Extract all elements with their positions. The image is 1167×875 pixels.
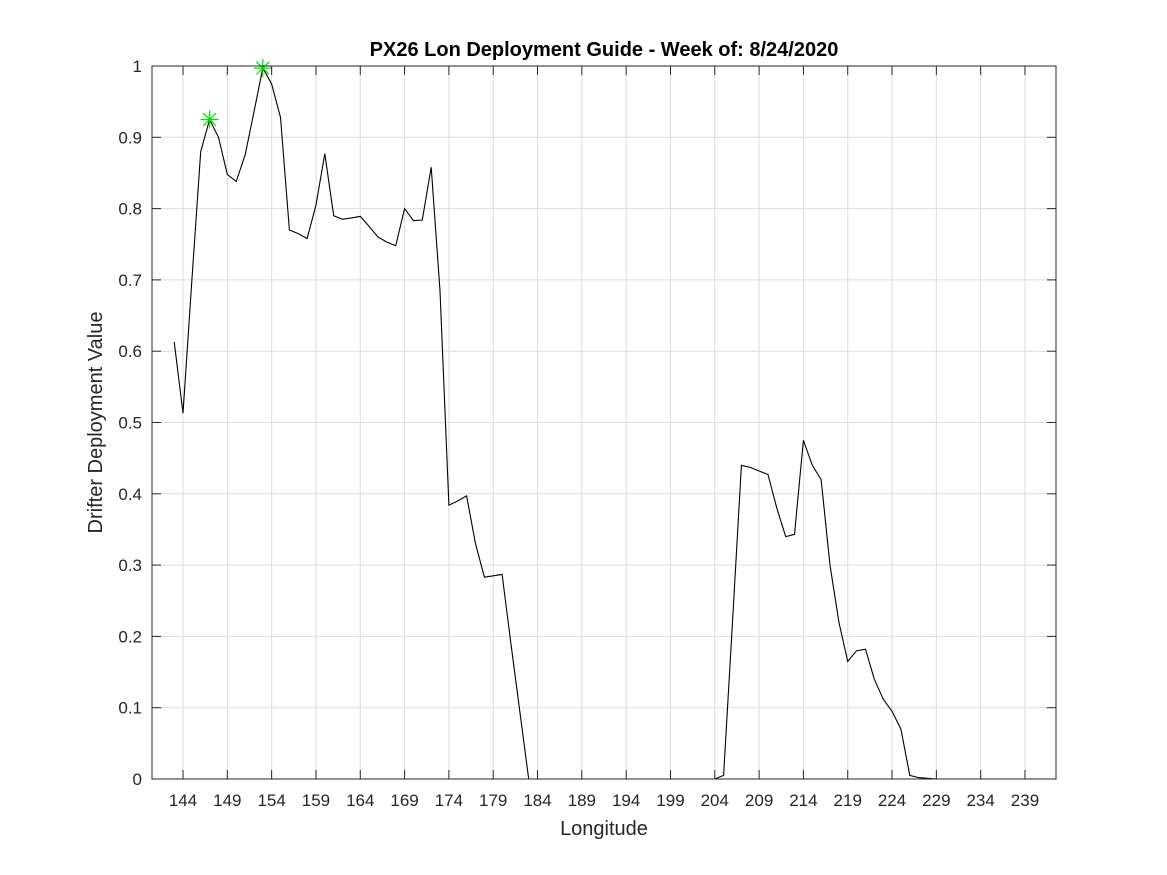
x-tick-label: 154 xyxy=(257,791,285,810)
x-tick-label: 189 xyxy=(568,791,596,810)
chart-title: PX26 Lon Deployment Guide - Week of: 8/2… xyxy=(370,39,839,61)
y-tick-label: 0.8 xyxy=(118,200,142,219)
x-tick-label: 179 xyxy=(479,791,507,810)
peak-marker xyxy=(253,59,272,78)
x-tick-label: 224 xyxy=(878,791,906,810)
x-tick-label: 209 xyxy=(745,791,773,810)
x-tick-label: 164 xyxy=(346,791,374,810)
x-tick-label: 144 xyxy=(169,791,197,810)
y-tick-label: 1 xyxy=(133,57,142,76)
y-tick-label: 0.2 xyxy=(118,627,142,646)
y-tick-label: 0.4 xyxy=(118,485,142,504)
grid-lines xyxy=(152,65,1056,780)
x-tick-label: 234 xyxy=(966,791,994,810)
y-tick-label: 0.9 xyxy=(118,128,142,147)
y-tick-label: 0 xyxy=(133,770,142,789)
y-tick-label: 0.6 xyxy=(118,342,142,361)
x-tick-label: 239 xyxy=(1011,791,1039,810)
series-line xyxy=(173,66,1008,780)
x-tick-label: 199 xyxy=(656,791,684,810)
x-axis-ticks: 144 149 154 159 164 169 174 179 184 189 194 199 204 2… xyxy=(169,66,1039,810)
x-tick-label: 204 xyxy=(701,791,729,810)
x-tick-label: 194 xyxy=(612,791,640,810)
x-tick-label: 229 xyxy=(922,791,950,810)
peak-marker xyxy=(200,110,219,129)
y-tick-label: 0.7 xyxy=(118,271,142,290)
peak-markers xyxy=(200,59,272,129)
x-tick-label: 214 xyxy=(789,791,817,810)
y-tick-label: 0.5 xyxy=(118,414,142,433)
x-tick-label: 159 xyxy=(302,791,330,810)
x-tick-label: 174 xyxy=(435,791,463,810)
x-tick-label: 149 xyxy=(213,791,241,810)
y-axis-ticks: 0 0.1 0.2 0.3 0.4 0.5 0.6 0.7 0.8 0.9 1 xyxy=(118,57,1056,789)
y-tick-label: 0.1 xyxy=(118,699,142,718)
y-tick-label: 0.3 xyxy=(118,556,142,575)
x-tick-label: 219 xyxy=(834,791,862,810)
x-tick-label: 184 xyxy=(523,791,551,810)
x-axis-label: Longitude xyxy=(560,818,648,840)
x-tick-label: 169 xyxy=(390,791,418,810)
plot-area xyxy=(173,59,1008,780)
y-axis-label: Drifter Deployment Value xyxy=(85,312,107,534)
